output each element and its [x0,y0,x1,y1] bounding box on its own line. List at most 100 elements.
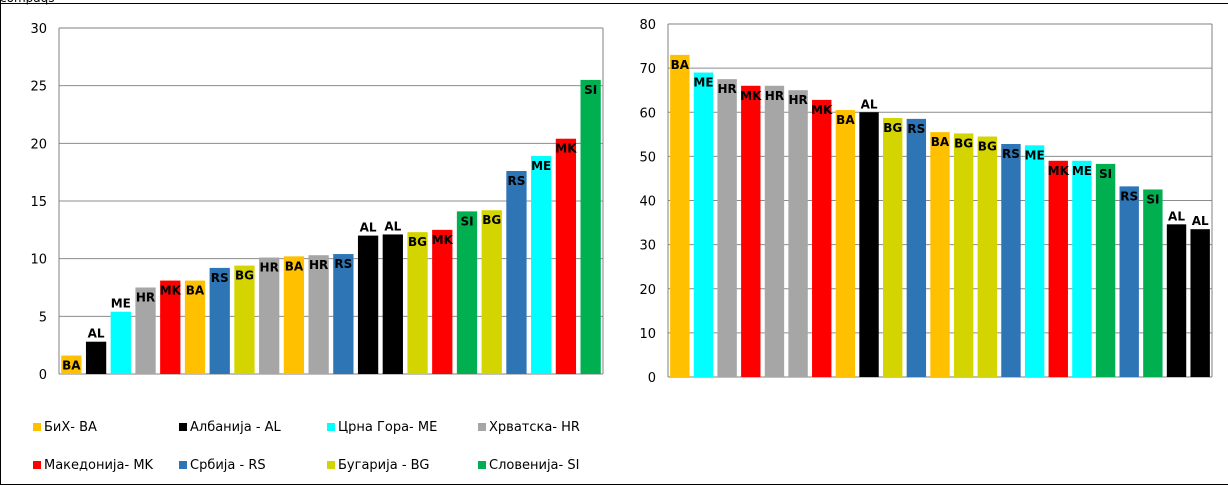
bar-hr [764,85,785,378]
bar-mk [812,99,832,378]
bar-me [531,156,552,374]
bar-mk [555,138,577,374]
data-label: HR [309,258,328,272]
bar-ba [184,280,206,374]
data-label: BA [671,58,690,72]
bar-si [1143,189,1163,377]
bar-hr [788,90,808,377]
data-label: MK [740,89,762,103]
data-label: AL [384,219,401,233]
data-label: ME [111,297,131,311]
y-tick-label: 15 [30,195,47,210]
legend-swatch [33,423,41,431]
data-label: HR [717,82,736,96]
bar-mk [160,280,181,374]
data-label: ME [1025,148,1045,162]
legend-item-ba: БиХ- BA [33,420,97,436]
top-border-line [0,3,1228,4]
legend-swatch [478,423,486,431]
data-label: BA [836,113,855,127]
bar-rs [1119,186,1139,377]
bar-me [1024,145,1045,377]
data-label: MK [1048,164,1070,178]
bar-hr [717,79,737,377]
bar-rs [506,171,527,374]
data-label: SI [1146,192,1159,206]
bar-ba [930,132,950,377]
legend-label: Македонија- MK [44,458,154,473]
bar-mk [1048,160,1068,377]
data-label: ME [531,159,551,173]
bar-mk [741,85,761,378]
data-label: RS [1120,189,1138,203]
data-label: BG [883,121,902,135]
legend-item-mk: Македонија- MK [33,458,153,474]
legend-item-al: Албанија - AL [179,420,281,436]
y-tick-label: 10 [639,327,656,342]
data-label: BG [954,136,973,150]
data-label: BA [186,284,205,298]
data-label: BA [62,359,81,373]
data-label: BA [285,259,304,273]
bar-rs [333,254,354,374]
bar-me [1072,160,1092,377]
bar-hr [308,255,329,374]
y-tick-label: 0 [39,368,47,383]
y-tick-label: 25 [30,80,47,95]
bar-rs [1001,144,1021,377]
legend-swatch [327,423,335,431]
legend-item-si: Словенија- SI [478,458,579,474]
bar-me [110,311,131,374]
bar-bg [882,117,903,377]
bar-hr [259,257,280,374]
data-label: SI [1099,167,1112,181]
legend-swatch [33,461,41,469]
bar-ba [61,355,82,374]
data-label: AL [88,327,105,341]
bar-bg [234,265,255,374]
legend-item-rs: Србија - RS [179,458,266,474]
bar-ba [283,256,305,374]
bar-ba [670,54,690,377]
bar-rs [209,267,230,374]
legend-item-bg: Бугарија - BG [327,458,429,474]
left-bar-chart: 0 5 10 15 20 25 30 BA AL ME HR MK BA RS BG HR BA HR RS AL AL… [30,22,604,383]
data-label: MK [811,103,833,117]
data-label: MK [160,284,182,298]
data-label: BG [978,140,997,154]
y-tick-label: 70 [639,62,656,77]
data-label: BG [408,235,427,249]
data-label: BA [931,135,950,149]
bar-al [859,112,879,377]
y-tick-label: 40 [639,195,656,210]
y-tick-label: 10 [30,253,47,268]
bar-bg [407,232,428,374]
data-label: ME [693,76,713,90]
data-label: RS [1002,147,1020,161]
bar-bg [481,210,502,374]
legend-label: Хрватска- HR [489,420,580,435]
chart-legend: БиХ- BA Албанија - AL Црна Гора- ME Хрватск… [33,418,623,482]
data-label: HR [765,89,784,103]
bar-si [1095,163,1116,377]
data-label: AL [1192,214,1209,228]
legend-label: Словенија- SI [489,458,580,473]
bar-bg [977,136,998,377]
bar-si [456,211,478,374]
legend-item-me: Црна Гора- ME [327,420,437,436]
data-label: RS [508,174,526,188]
bar-mk [432,229,453,374]
data-label: MK [432,233,454,247]
bar-ba [835,110,856,377]
data-label: AL [360,221,377,235]
bar-bg [953,133,974,377]
bar-me [693,72,714,377]
data-label: SI [584,83,597,97]
y-tick-label: 30 [639,239,656,254]
y-tick-label: 0 [648,371,656,386]
data-label: HR [136,291,155,305]
data-label: AL [1168,209,1185,223]
bar-al [1166,224,1187,377]
bar-al [357,235,379,374]
